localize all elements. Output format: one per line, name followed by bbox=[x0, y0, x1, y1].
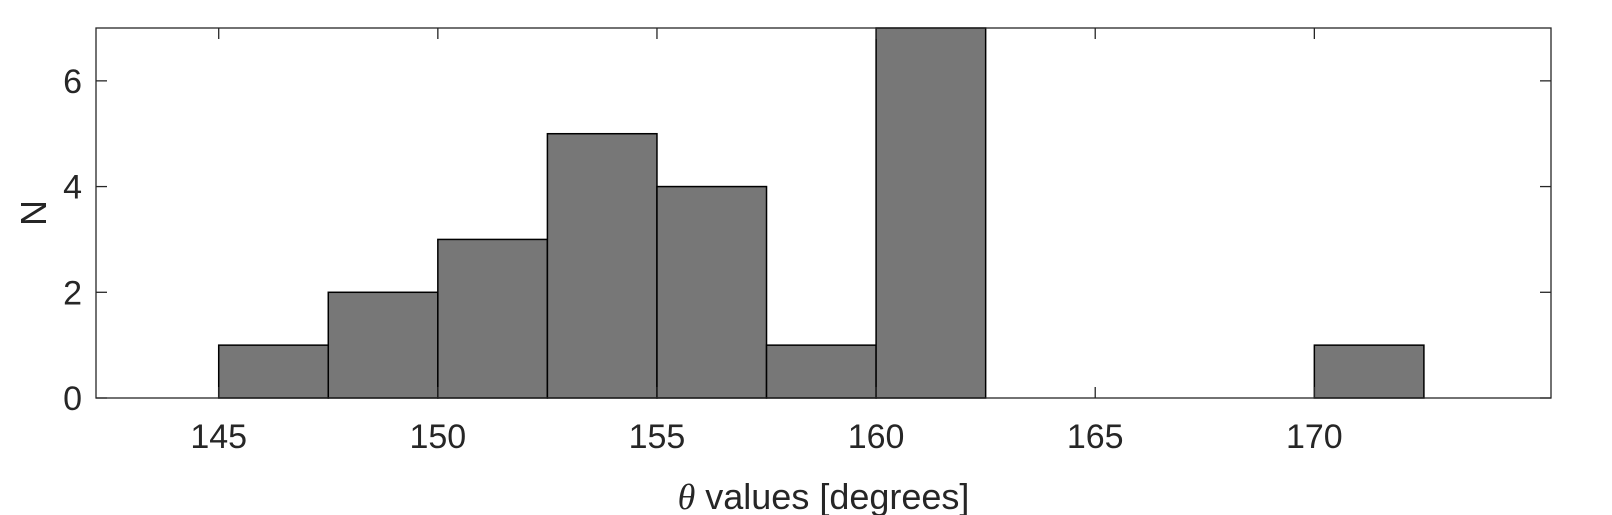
y-tick-label: 2 bbox=[63, 274, 82, 312]
y-tick-label: 0 bbox=[63, 380, 82, 418]
histogram-bar bbox=[217, 344, 330, 399]
tick-labels-layer: 145 150 155 160 165 170 0 2 4 6 bbox=[63, 63, 1343, 456]
x-axis-title: θ values [degrees] bbox=[678, 476, 970, 515]
ticks-layer bbox=[96, 28, 1551, 399]
histogram-bar bbox=[1313, 344, 1425, 399]
x-tick-label: 155 bbox=[629, 418, 686, 456]
y-tick-label: 6 bbox=[63, 63, 82, 101]
x-tick-label: 145 bbox=[190, 418, 247, 456]
histogram-bar bbox=[656, 185, 768, 399]
x-tick-label: 165 bbox=[1067, 418, 1124, 456]
plot-frame bbox=[95, 27, 1552, 399]
histogram-bar bbox=[546, 132, 658, 399]
y-axis-title: N bbox=[13, 200, 54, 226]
x-tick-label: 150 bbox=[409, 418, 466, 456]
x-axis-title-symbol: θ bbox=[678, 477, 696, 515]
histogram-bar bbox=[875, 27, 987, 399]
x-axis-title-text: values [degrees] bbox=[695, 476, 969, 515]
histogram-bar bbox=[437, 238, 549, 399]
bars-layer bbox=[217, 27, 1425, 399]
x-tick-label: 170 bbox=[1286, 418, 1343, 456]
y-tick-label: 4 bbox=[63, 169, 82, 207]
histogram-bar bbox=[327, 291, 439, 399]
histogram-bar bbox=[765, 344, 877, 399]
x-tick-label: 160 bbox=[848, 418, 905, 456]
